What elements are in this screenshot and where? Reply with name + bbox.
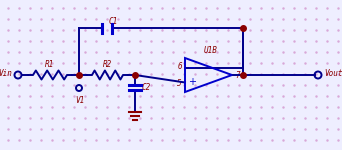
Text: R2: R2 xyxy=(103,60,112,69)
Text: C1: C1 xyxy=(109,17,118,26)
Text: R1: R1 xyxy=(45,60,55,69)
Text: 6: 6 xyxy=(177,62,182,71)
Text: V1: V1 xyxy=(75,96,84,105)
Text: −: − xyxy=(188,63,196,72)
Text: Vin: Vin xyxy=(0,69,12,78)
Text: C2: C2 xyxy=(142,83,151,92)
Text: Vout: Vout xyxy=(324,69,342,78)
Text: 7: 7 xyxy=(235,70,240,80)
Text: +: + xyxy=(188,78,196,87)
Text: U1B: U1B xyxy=(204,46,218,55)
Text: 5: 5 xyxy=(177,79,182,88)
